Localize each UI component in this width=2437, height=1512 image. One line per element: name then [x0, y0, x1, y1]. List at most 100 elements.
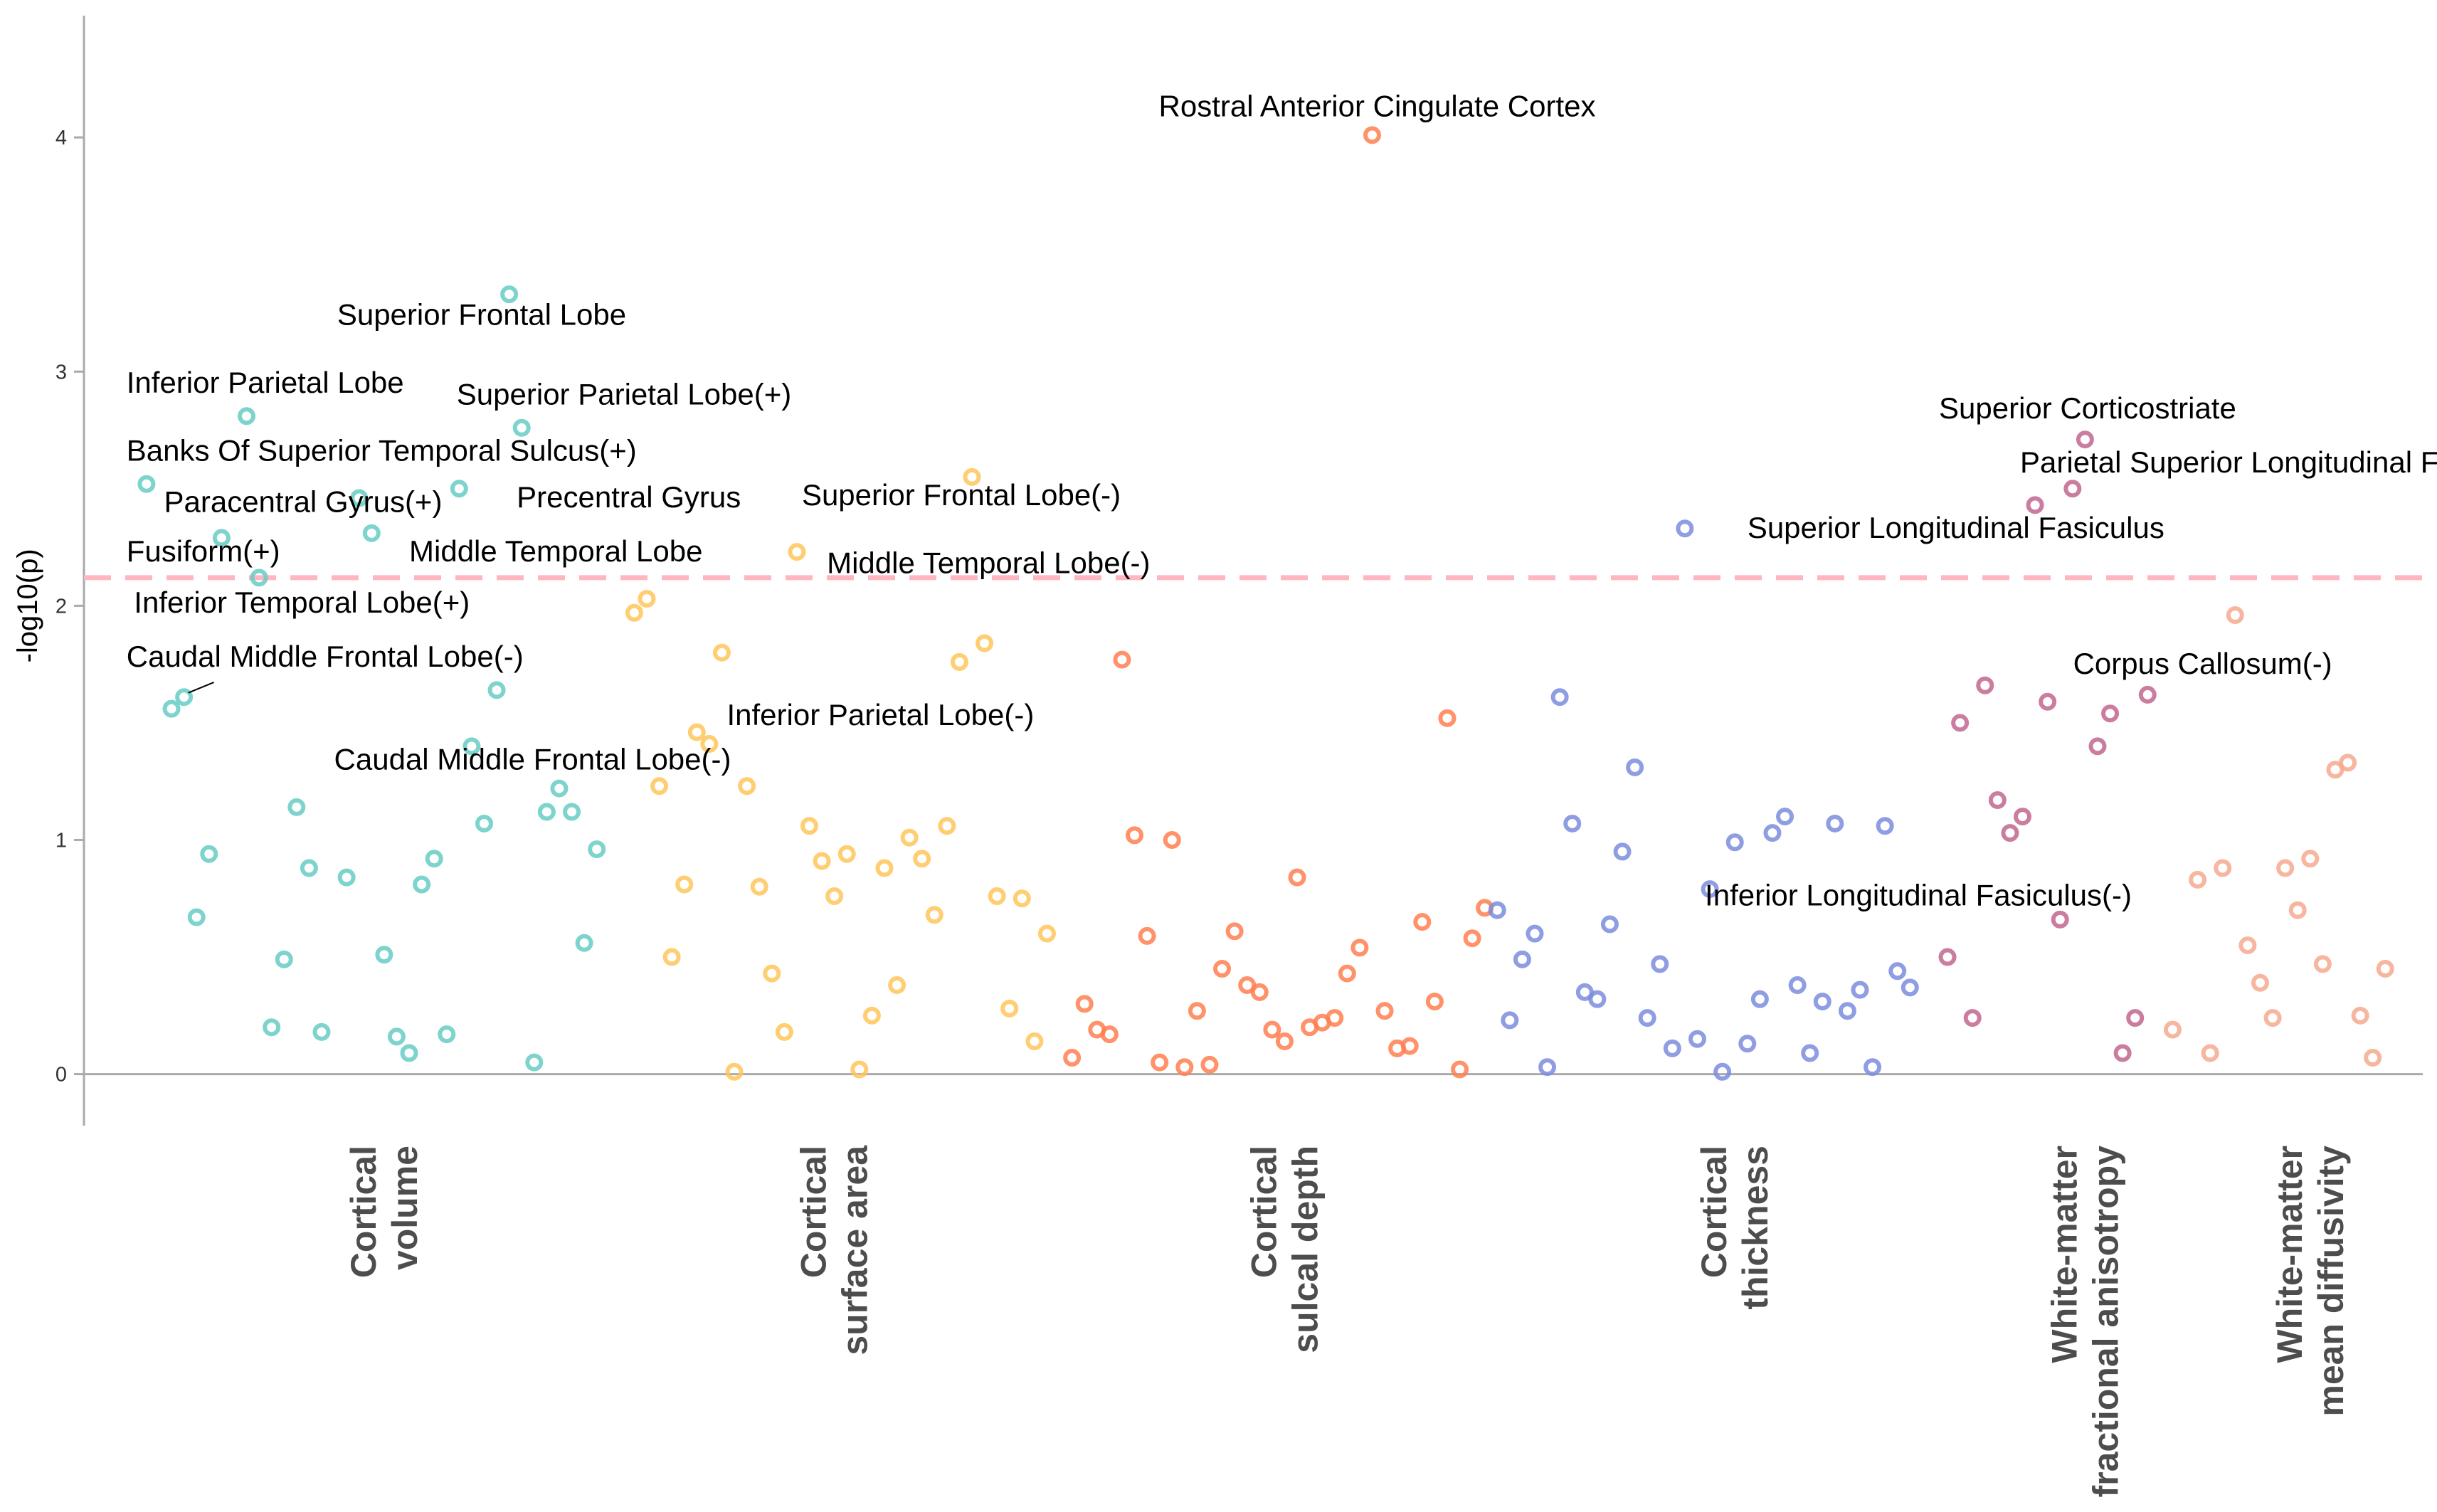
data-point: [1163, 830, 1181, 849]
data-point: [687, 723, 706, 741]
data-point: [1538, 1058, 1557, 1077]
category-label-line: sulcal depth: [1285, 1146, 1325, 1353]
data-point: [1413, 913, 1432, 931]
data-point: [662, 948, 681, 966]
annotation-label: Banks Of Superior Temporal Sulcus(+): [127, 433, 637, 467]
data-point: [1451, 1060, 1469, 1079]
data-point: [1663, 1039, 1681, 1057]
data-point: [475, 814, 493, 832]
data-point: [1651, 955, 1669, 973]
y-tick-label: 1: [55, 829, 67, 852]
data-point: [1750, 990, 1769, 1008]
data-point: [1901, 978, 1919, 997]
data-point: [438, 1025, 456, 1044]
y-tick-label: 0: [55, 1064, 67, 1087]
data-point: [837, 845, 856, 863]
data-point: [788, 543, 806, 561]
annotation-leader: [188, 682, 215, 694]
data-point: [1676, 519, 1694, 538]
data-point: [1575, 983, 1594, 1001]
data-point: [700, 735, 719, 754]
data-point: [1326, 1009, 1344, 1027]
data-point: [1000, 999, 1019, 1017]
data-point: [1425, 993, 1444, 1011]
data-point: [2351, 1006, 2369, 1025]
data-point: [450, 480, 468, 498]
data-point: [2201, 1044, 2219, 1062]
data-point: [888, 976, 906, 995]
data-point: [1951, 714, 1970, 732]
data-point: [1037, 924, 1056, 943]
annotation-label: Superior Frontal Lobe: [337, 297, 626, 331]
data-point: [1275, 1032, 1294, 1051]
annotation-label: Caudal Middle Frontal Lobe(-): [127, 640, 524, 673]
data-point: [2214, 859, 2232, 877]
data-point: [1438, 709, 1457, 727]
data-point: [938, 817, 956, 835]
data-point: [1138, 926, 1156, 945]
data-point: [2364, 1049, 2382, 1067]
annotation-label: Superior Longitudinal Fasiculus: [1748, 511, 2164, 544]
data-point: [2138, 685, 2157, 704]
data-point: [238, 407, 256, 425]
data-point: [750, 877, 768, 896]
data-point: [913, 850, 931, 868]
category-label: Cortical sulcal depth: [1244, 1146, 1325, 1353]
data-point: [175, 688, 194, 707]
data-point: [1063, 1049, 1082, 1067]
category-label: Cortical surface area: [794, 1145, 875, 1355]
data-point: [1075, 995, 1094, 1013]
data-point: [2051, 910, 2069, 929]
category-label-line: Cortical: [1694, 1146, 1734, 1278]
category-label: White-matter fractional anisotropy: [2044, 1146, 2125, 1498]
data-point: [187, 908, 206, 926]
annotation-label: Inferior Temporal Lobe(+): [134, 586, 470, 619]
data-point: [800, 817, 818, 835]
data-point: [300, 859, 318, 877]
data-point: [1888, 962, 1907, 980]
data-point: [1350, 939, 1369, 957]
data-point: [1713, 1062, 1732, 1081]
annotation-label: Middle Temporal Lobe: [409, 534, 702, 568]
data-point: [362, 524, 381, 542]
annotation-label: Inferior Longitudinal Fasiculus(-): [1705, 879, 2132, 912]
data-point: [2063, 480, 2082, 498]
data-point: [2251, 973, 2269, 992]
data-point: [1463, 929, 1481, 948]
data-point: [1826, 814, 1844, 832]
annotation-layer: Rostral Anterior Cingulate Cortex Superio…: [127, 90, 2437, 912]
data-point: [650, 777, 669, 795]
data-point: [963, 467, 981, 486]
data-point: [1813, 993, 1831, 1011]
data-point: [950, 652, 968, 671]
data-point: [1288, 868, 1306, 887]
y-tick-label: 2: [55, 595, 67, 618]
data-point: [1250, 983, 1269, 1001]
data-point: [525, 1053, 544, 1072]
data-point: [2313, 955, 2332, 973]
category-label: Cortical thickness: [1694, 1146, 1775, 1310]
annotation-label: Corpus Callosum(-): [2073, 647, 2332, 680]
annotation-label: Inferior Parietal Lobe(-): [726, 698, 1034, 731]
annotation-label: Fusiform(+): [127, 534, 280, 568]
data-point: [1626, 758, 1644, 776]
data-point: [312, 1022, 331, 1041]
data-point: [1701, 880, 1719, 899]
data-point: [2288, 901, 2307, 919]
data-point: [1175, 1058, 1194, 1077]
data-point: [537, 803, 556, 821]
category-label-line: surface area: [835, 1145, 875, 1355]
category-label-line: fractional anisotropy: [2086, 1146, 2125, 1498]
data-point: [900, 828, 919, 847]
data-point: [1113, 650, 1131, 669]
annotation-label: Paracentral Gyrus(+): [164, 485, 442, 519]
data-point: [1963, 1009, 1982, 1027]
data-point: [1363, 126, 1381, 144]
data-point: [1938, 948, 1957, 966]
data-point: [2101, 704, 2120, 723]
data-point: [500, 285, 519, 304]
data-point: [575, 934, 593, 952]
data-point: [2113, 1044, 2132, 1062]
data-point: [563, 803, 581, 821]
data-point: [1513, 950, 1531, 968]
